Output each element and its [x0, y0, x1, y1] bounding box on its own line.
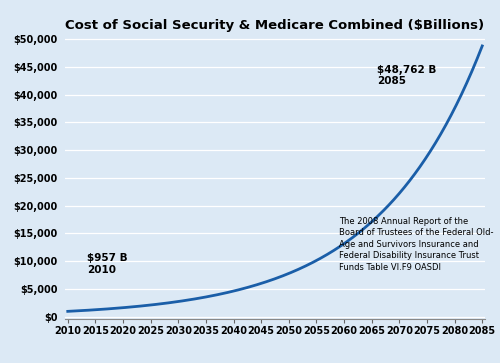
- Text: The 2008 Annual Report of the
Board of Trustees of the Federal Old-
Age and Surv: The 2008 Annual Report of the Board of T…: [338, 217, 493, 272]
- Text: $48,762 B
2085: $48,762 B 2085: [377, 65, 436, 86]
- Title: Cost of Social Security & Medicare Combined ($Billions): Cost of Social Security & Medicare Combi…: [66, 19, 484, 32]
- Text: $957 B
2010: $957 B 2010: [87, 253, 128, 275]
